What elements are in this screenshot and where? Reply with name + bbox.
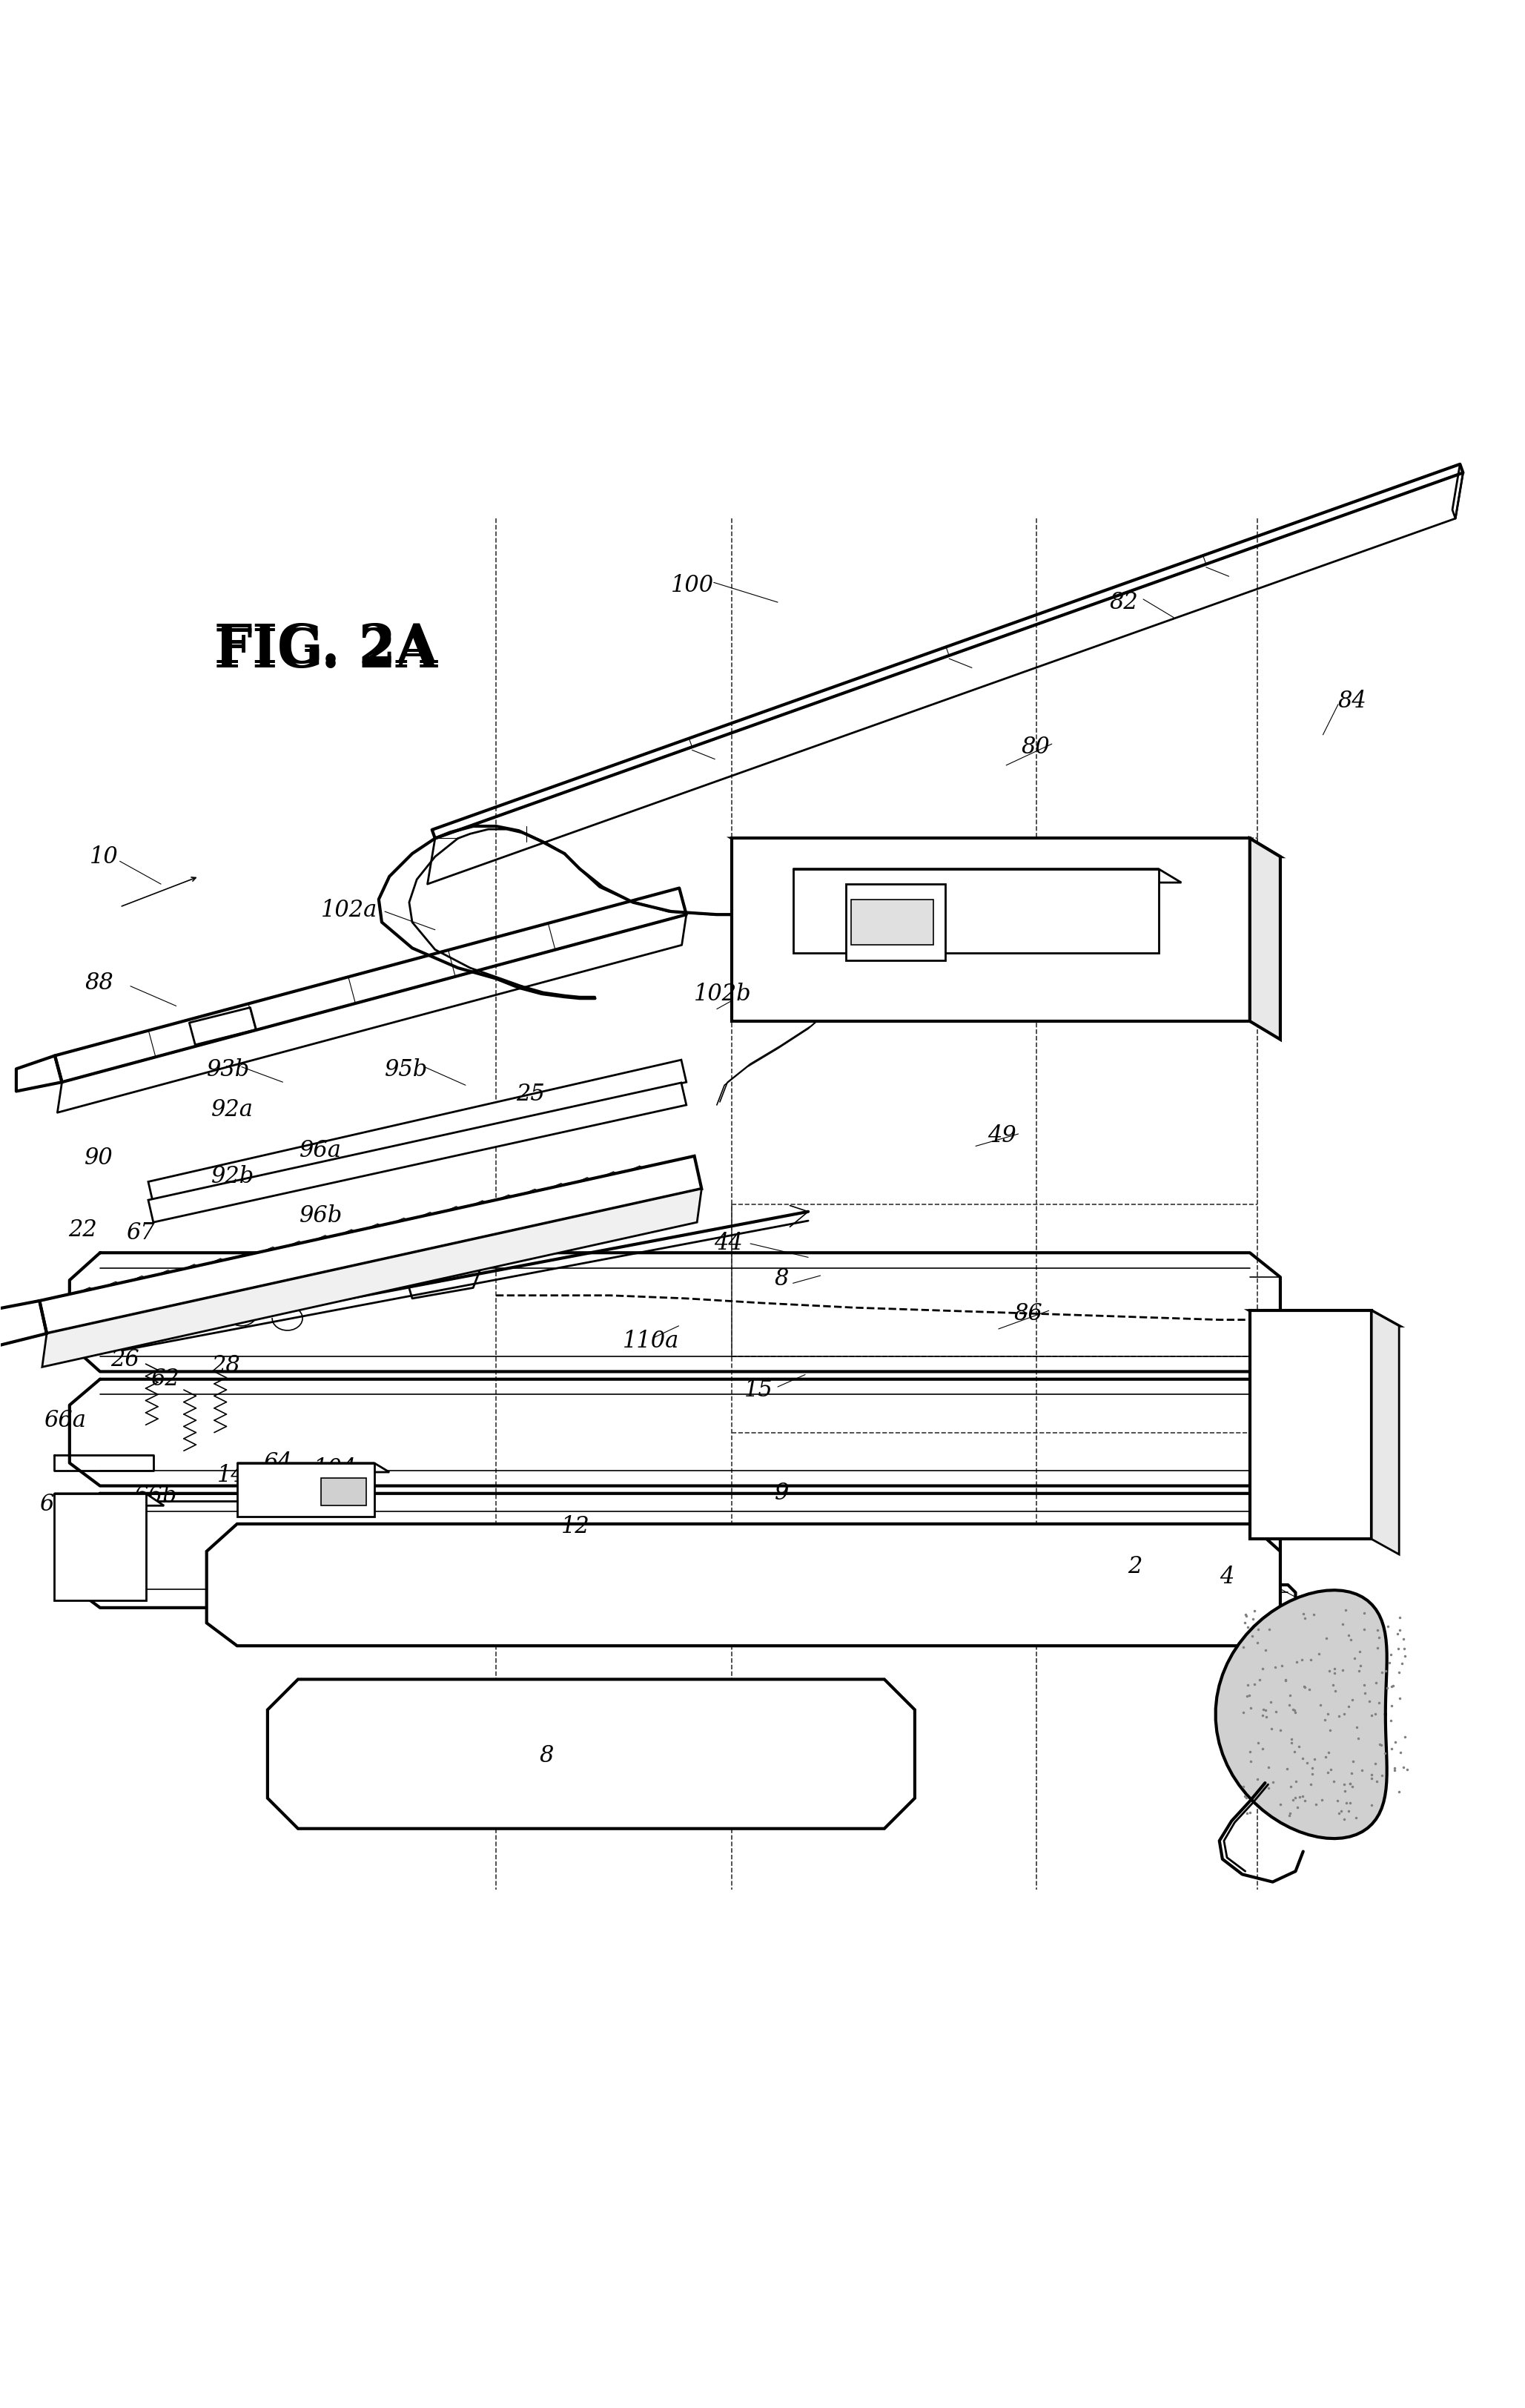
Text: 8: 8 xyxy=(470,1247,485,1271)
Polygon shape xyxy=(851,898,933,944)
Text: 93b: 93b xyxy=(206,1060,250,1081)
Polygon shape xyxy=(732,838,1250,1021)
Text: 86: 86 xyxy=(1014,1303,1043,1324)
Polygon shape xyxy=(732,838,1281,857)
Polygon shape xyxy=(148,1060,686,1204)
Text: 90: 90 xyxy=(85,1146,113,1170)
Text: 25: 25 xyxy=(515,1084,544,1105)
Polygon shape xyxy=(1250,1310,1398,1327)
Text: 15: 15 xyxy=(744,1377,773,1401)
Text: 67: 67 xyxy=(146,1312,174,1334)
Text: 80: 80 xyxy=(1022,734,1051,759)
Text: 44: 44 xyxy=(714,1233,743,1255)
Polygon shape xyxy=(236,1464,374,1517)
Polygon shape xyxy=(1215,1589,1386,1840)
Text: 92b: 92b xyxy=(210,1165,255,1187)
Polygon shape xyxy=(236,1464,389,1471)
Text: 64: 64 xyxy=(262,1452,291,1474)
Polygon shape xyxy=(267,1678,915,1828)
Polygon shape xyxy=(119,1202,686,1348)
Text: FIG. 2A: FIG. 2A xyxy=(214,626,438,679)
Text: 6: 6 xyxy=(439,1245,454,1269)
Text: 24: 24 xyxy=(59,1296,87,1320)
Text: 49: 49 xyxy=(988,1125,1017,1146)
Text: 88: 88 xyxy=(85,970,113,995)
Text: FIG. 2A: FIG. 2A xyxy=(214,621,438,674)
Polygon shape xyxy=(55,1493,165,1505)
Text: 8: 8 xyxy=(538,1743,554,1767)
Text: 67: 67 xyxy=(127,1221,154,1245)
Text: 102a: 102a xyxy=(320,898,377,922)
Text: 22: 22 xyxy=(69,1218,96,1243)
Text: 66a: 66a xyxy=(44,1409,85,1433)
Text: 2: 2 xyxy=(1128,1556,1142,1577)
Polygon shape xyxy=(1371,1310,1398,1556)
Text: 60: 60 xyxy=(59,1519,87,1544)
Polygon shape xyxy=(846,884,946,961)
Polygon shape xyxy=(55,1493,146,1599)
Polygon shape xyxy=(43,1190,702,1368)
Text: 100: 100 xyxy=(671,573,714,597)
Polygon shape xyxy=(40,1156,701,1334)
Polygon shape xyxy=(793,869,1182,884)
Text: 9: 9 xyxy=(775,1481,788,1505)
Polygon shape xyxy=(206,1524,1281,1645)
Text: 96a: 96a xyxy=(299,1139,342,1163)
Text: 104: 104 xyxy=(313,1457,357,1481)
Polygon shape xyxy=(320,1479,366,1505)
Text: 68a: 68a xyxy=(40,1493,81,1515)
Text: 4: 4 xyxy=(1220,1565,1234,1589)
Polygon shape xyxy=(148,1084,686,1223)
Text: "W": "W" xyxy=(1232,1686,1275,1707)
Text: 110a: 110a xyxy=(622,1329,679,1353)
Text: 10: 10 xyxy=(90,845,117,869)
Polygon shape xyxy=(1250,838,1281,1040)
Text: 82: 82 xyxy=(1110,590,1139,614)
Polygon shape xyxy=(1250,1310,1371,1539)
Text: 102b: 102b xyxy=(694,982,752,1004)
Text: 8: 8 xyxy=(775,1267,788,1291)
Text: 66b: 66b xyxy=(134,1486,177,1507)
Text: 12: 12 xyxy=(561,1515,590,1539)
Polygon shape xyxy=(793,869,1159,954)
Text: 92a: 92a xyxy=(210,1098,253,1122)
Text: 84: 84 xyxy=(1337,689,1366,713)
Text: 62: 62 xyxy=(151,1368,178,1392)
Text: 95b: 95b xyxy=(384,1060,429,1081)
Text: 28: 28 xyxy=(210,1353,239,1377)
Text: 96b: 96b xyxy=(299,1204,343,1228)
Text: 14: 14 xyxy=(217,1464,246,1486)
Text: 26: 26 xyxy=(111,1348,139,1370)
